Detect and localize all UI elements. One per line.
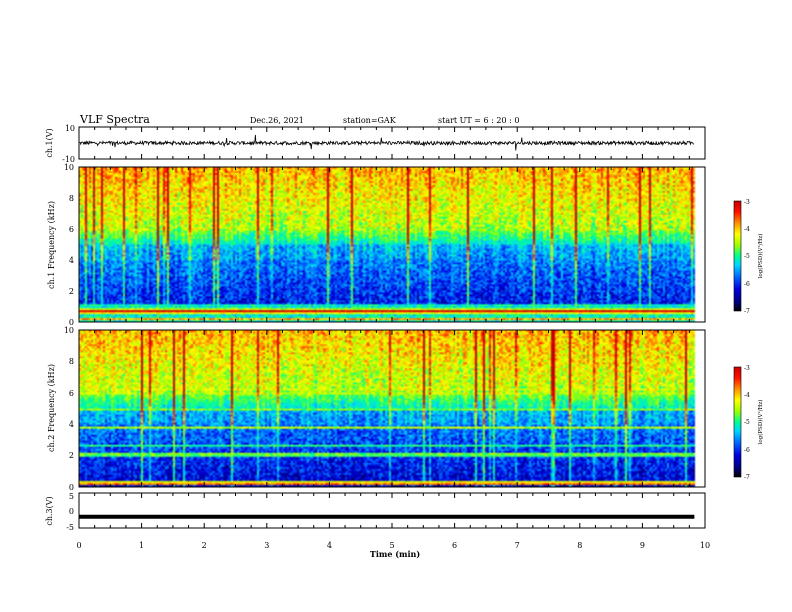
figure-title: VLF Spectra [79,113,150,126]
spectrogram-ch1-ticks [78,167,706,322]
colorbar-ch2-label: log(PSD)(V²/Hz) [757,400,764,445]
colorbar-ch1-tick-m4: -4 [744,226,750,233]
ch2-freq-tick-6: 6 [69,389,74,398]
spectrogram-ch2-panel: 0 2 4 6 8 10 ch.2 Frequency (kHz) -3 -4 … [47,326,764,492]
colorbar-ch2-tick-m5: -5 [744,419,750,426]
colorbar-ch1-tick-m3: -3 [744,199,750,206]
time-tick-label: 2 [202,541,207,550]
ch1-freq-tick-0: 0 [69,318,74,327]
time-tick-label: 6 [452,541,457,550]
waveform-ch1-ticks [78,127,706,159]
time-tick-label: 8 [577,541,582,550]
waveform-ch1-line [79,134,695,151]
colorbar-ch1-tick-m5: -5 [744,253,750,260]
spectrogram-ch1-image [79,167,705,322]
time-tick-label: 0 [76,541,81,550]
colorbar-ch2-tick-m4: -4 [744,392,750,399]
waveform-ch3-frame [78,492,706,529]
ch1-freq-tick-10: 10 [64,163,74,172]
ch3-ytick-top: 5 [69,492,74,501]
colorbar-ch1 [733,200,742,312]
ch1-freq-tick-4: 4 [69,256,74,265]
colorbar-ch1-tick-m6: -6 [744,281,750,288]
ch2-freq-tick-4: 4 [69,420,74,429]
ch2-freq-tick-2: 2 [69,451,74,460]
colorbar-ch2 [733,366,742,478]
ch1-voltage-label: ch.1(V) [45,128,54,157]
time-axis-ticklabels: 0 1 2 3 4 5 6 7 8 9 10 [76,541,710,550]
waveform-ch3-ticks [78,493,706,528]
time-axis-label: Time (min) [370,549,420,559]
waveform-ch3-panel: 5 0 -5 ch.3(V) [45,492,706,532]
ch2-freq-axis-label: ch.2 Frequency (kHz) [47,364,56,452]
waveform-ch1-panel: 10 -10 ch.1(V) [45,124,706,164]
ch1-ytick-bottom: -10 [62,155,75,164]
colorbar-ch2-tick-m6: -6 [744,447,750,454]
time-tick-label: 4 [327,541,332,550]
spectrogram-ch2-ticks [78,330,706,487]
ch1-freq-tick-8: 8 [69,194,74,203]
ch2-freq-tick-8: 8 [69,357,74,366]
ch2-freq-tick-10: 10 [64,326,74,335]
ch1-freq-tick-2: 2 [69,287,74,296]
time-tick-label: 10 [700,541,710,550]
spectrogram-ch2-image [79,330,705,487]
time-tick-label: 7 [515,541,520,550]
ch1-freq-tick-6: 6 [69,225,74,234]
time-tick-label: 5 [389,541,394,550]
station-label: station=GAK [343,116,397,125]
time-tick-label: 3 [264,541,269,550]
time-tick-label: 1 [139,541,144,550]
ch3-ytick-mid: 0 [69,507,74,516]
ch1-freq-axis-label: ch.1 Frequency (kHz) [47,201,56,289]
date-label: Dec.26, 2021 [250,116,304,125]
colorbar-ch1-tick-m7: -7 [744,308,750,315]
ch3-ytick-bottom: -5 [66,523,74,532]
spectrogram-ch1-panel: 0 2 4 6 8 10 ch.1 Frequency (kHz) -3 -4 … [47,163,764,327]
spectrogram-ch2-yticklabels: 0 2 4 6 8 10 [64,326,74,492]
ch3-voltage-label: ch.3(V) [45,496,54,525]
ch1-ytick-top: 10 [65,124,75,133]
ch2-freq-tick-0: 0 [69,483,74,492]
colorbar-ch2-tick-m3: -3 [744,365,750,372]
start-time-label: start UT = 6 : 20 : 0 [438,116,519,125]
spectrogram-ch1-yticklabels: 0 2 4 6 8 10 [64,163,74,327]
colorbar-ch1-label: log(PSD)(V²/Hz) [757,234,764,279]
colorbar-ch2-tick-m7: -7 [744,474,750,481]
time-tick-label: 9 [640,541,645,550]
